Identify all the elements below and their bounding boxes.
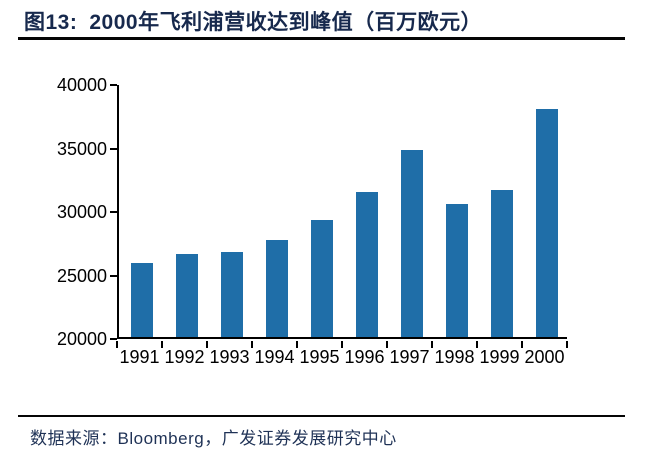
y-axis-tick-label: 35000 [56, 138, 107, 159]
bar-1993 [220, 251, 243, 337]
x-axis-label-1996: 1996 [344, 347, 385, 367]
x-axis-tick [341, 341, 343, 348]
figure-label: 图13: [24, 11, 78, 34]
bar-chart: 40000 35000 30000 25000 20000 1991 1992 1993 19… [56, 75, 568, 367]
x-axis-tick [386, 341, 388, 348]
y-axis-tick [110, 84, 117, 86]
bar-1995 [310, 219, 333, 337]
x-axis-tick [521, 341, 523, 348]
y-axis-tick [110, 211, 117, 213]
x-axis-tick [566, 341, 568, 348]
bar-1997 [400, 149, 423, 337]
bar-1996 [355, 191, 378, 337]
bar-1991 [130, 262, 153, 337]
bar-1998 [445, 203, 468, 337]
x-axis-tick [116, 341, 118, 348]
y-axis-tick-label: 20000 [56, 329, 107, 349]
plot-area [117, 85, 567, 339]
x-axis-label-1993: 1993 [209, 347, 250, 367]
x-axis-label-1992: 1992 [164, 347, 205, 367]
x-axis-label-2000: 2000 [524, 347, 565, 367]
bar-1992 [175, 253, 198, 337]
x-axis-label-1999: 1999 [479, 347, 520, 367]
y-axis-tick-label: 30000 [56, 202, 107, 222]
source-note: 数据来源：Bloomberg，广发证券发展研究中心 [30, 429, 397, 448]
x-axis-label-1995: 1995 [299, 347, 340, 367]
y-axis-tick [110, 274, 117, 277]
bar-1999 [490, 190, 513, 337]
y-axis-tick [110, 147, 117, 150]
x-axis-tick [206, 341, 208, 348]
x-axis-label-1991: 1991 [119, 347, 160, 367]
title-divider [18, 37, 625, 40]
figure-title: 图13: 2000年飞利浦营收达到峰值（百万欧元） [24, 6, 482, 36]
x-axis-label-1998: 1998 [434, 347, 475, 367]
x-axis-tick [296, 341, 298, 348]
bar-2000 [535, 109, 558, 337]
x-axis-tick [431, 341, 433, 348]
y-axis-tick [110, 338, 117, 340]
x-axis-tick [476, 341, 478, 348]
x-axis-label-1997: 1997 [389, 347, 430, 367]
x-axis-tick [161, 341, 163, 348]
x-axis-label-1994: 1994 [254, 347, 295, 367]
y-axis-tick-label: 40000 [56, 75, 107, 95]
bar-1994 [265, 239, 288, 337]
y-axis-tick-label: 25000 [56, 265, 107, 286]
figure-title-text: 2000年飞利浦营收达到峰值（百万欧元） [89, 11, 483, 34]
x-axis-tick [251, 341, 253, 348]
footer-divider [18, 415, 625, 417]
